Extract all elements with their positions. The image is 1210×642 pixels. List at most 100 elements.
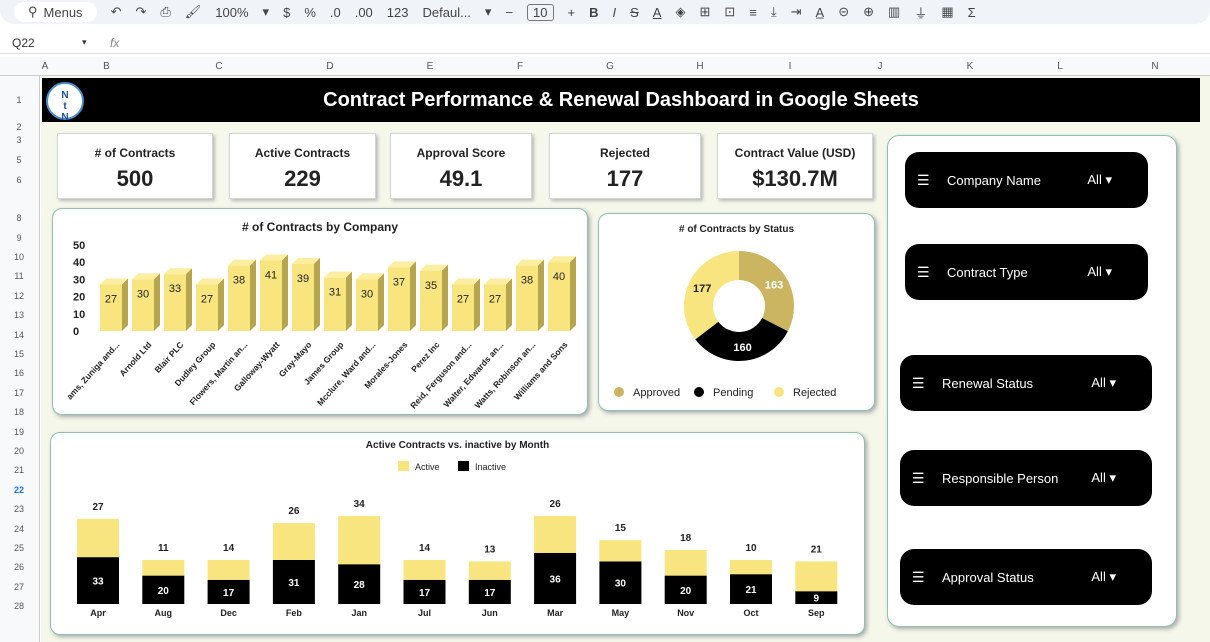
- more-formats-button[interactable]: 123: [386, 4, 409, 20]
- row-header[interactable]: 9: [16, 233, 22, 243]
- row-header[interactable]: 13: [13, 310, 24, 320]
- filter-icon[interactable]: ⏚: [914, 5, 928, 21]
- filter-responsible-person[interactable]: ☰ Responsible Person All ▾: [900, 450, 1152, 506]
- column-header[interactable]: D: [326, 61, 334, 72]
- row-header[interactable]: 12: [13, 291, 24, 301]
- bar: [164, 274, 186, 331]
- filter-value-dropdown[interactable]: All ▾: [1087, 264, 1112, 280]
- row-header[interactable]: 17: [13, 388, 24, 398]
- y-tick-label: 40: [73, 257, 85, 269]
- row-header[interactable]: 11: [14, 271, 24, 281]
- column-header[interactable]: N: [1151, 61, 1159, 72]
- align-icon[interactable]: ≡: [749, 4, 757, 20]
- column-header[interactable]: C: [215, 61, 223, 72]
- bar-value-label: 38: [233, 275, 245, 287]
- column-header[interactable]: G: [606, 61, 614, 72]
- paint-format-icon[interactable]: 🖌: [184, 4, 202, 19]
- bold-button[interactable]: B: [589, 4, 599, 20]
- active-bar: [730, 559, 772, 575]
- row-header[interactable]: 26: [13, 562, 24, 572]
- text-color-button[interactable]: A: [652, 4, 662, 20]
- row-header[interactable]: 21: [13, 465, 24, 475]
- filter-approval-status[interactable]: ☰ Approval Status All ▾: [900, 549, 1152, 605]
- row-header[interactable]: 3: [16, 135, 22, 145]
- column-header[interactable]: E: [426, 61, 434, 72]
- functions-icon[interactable]: ▦: [941, 4, 954, 19]
- percent-button[interactable]: %: [304, 4, 316, 20]
- row-header[interactable]: 16: [13, 368, 24, 378]
- row-header[interactable]: 20: [13, 446, 24, 456]
- row-header[interactable]: 24: [13, 524, 24, 534]
- formula-input[interactable]: [130, 32, 1210, 53]
- link-icon[interactable]: ⊝: [838, 4, 850, 19]
- sum-button[interactable]: Σ: [967, 4, 976, 20]
- active-value-label: 21: [811, 544, 823, 555]
- chart-icon[interactable]: ▥: [888, 4, 901, 19]
- name-box[interactable]: Q22: [12, 35, 35, 50]
- filter-renewal-status[interactable]: ☰ Renewal Status All ▾: [900, 355, 1152, 411]
- redo-icon[interactable]: ↷: [135, 4, 147, 19]
- row-header[interactable]: 18: [13, 407, 24, 417]
- row-header[interactable]: 1: [16, 95, 22, 105]
- row-header[interactable]: 28: [13, 601, 24, 611]
- row-header[interactable]: 25: [13, 543, 24, 553]
- legend-marker: [774, 387, 784, 397]
- row-header[interactable]: 10: [13, 252, 24, 262]
- filter-contract-type[interactable]: ☰ Contract Type All ▾: [905, 244, 1148, 300]
- increase-font-button[interactable]: +: [567, 4, 576, 20]
- currency-button[interactable]: $: [283, 4, 291, 20]
- italic-button[interactable]: I: [612, 4, 617, 20]
- row-header[interactable]: 23: [13, 504, 24, 514]
- kpi-label: Rejected: [599, 146, 651, 160]
- row-header[interactable]: 14: [13, 330, 24, 340]
- inactive-bar: [795, 591, 838, 604]
- borders-icon[interactable]: ⊞: [699, 4, 711, 19]
- increase-decimal-button[interactable]: .00: [354, 4, 373, 20]
- row-header[interactable]: 15: [13, 349, 24, 359]
- font-size-input[interactable]: 10: [527, 3, 554, 21]
- wrap-icon[interactable]: ⇥: [790, 4, 802, 19]
- rotate-icon[interactable]: A̲: [815, 4, 825, 20]
- row-header[interactable]: 2: [16, 122, 22, 132]
- column-header[interactable]: J: [877, 61, 883, 72]
- valign-icon[interactable]: ⤓: [770, 4, 777, 19]
- print-icon[interactable]: ⎙: [160, 4, 171, 19]
- column-header[interactable]: A: [41, 61, 49, 72]
- strikethrough-button[interactable]: S: [630, 4, 639, 20]
- active-value-label: 10: [745, 543, 757, 554]
- zoom-select[interactable]: 100%: [215, 4, 249, 20]
- column-header[interactable]: F: [516, 61, 524, 72]
- bar-side: [314, 257, 320, 331]
- x-tick-label: Oct: [743, 608, 758, 618]
- decrease-decimal-button[interactable]: .0: [329, 4, 341, 20]
- comment-icon[interactable]: ⊕: [863, 4, 875, 19]
- filter-value-dropdown[interactable]: All ▾: [1091, 470, 1116, 486]
- row-header[interactable]: 8: [16, 213, 22, 223]
- column-header[interactable]: K: [966, 61, 974, 72]
- row-header[interactable]: 19: [13, 427, 24, 437]
- filter-icon: ☰: [917, 263, 930, 280]
- undo-icon[interactable]: ↶: [110, 4, 122, 19]
- column-header[interactable]: L: [1057, 61, 1063, 72]
- row-header[interactable]: 5: [16, 155, 22, 165]
- filter-company-name[interactable]: ☰ Company Name All ▾: [905, 152, 1148, 208]
- row-header[interactable]: 22: [13, 485, 24, 495]
- column-header[interactable]: B: [103, 61, 110, 72]
- row-header[interactable]: 27: [13, 582, 24, 592]
- fill-color-icon[interactable]: ◈: [675, 4, 686, 19]
- font-select[interactable]: Defaul...: [422, 4, 471, 20]
- decrease-font-button[interactable]: −: [505, 4, 514, 20]
- filter-value-dropdown[interactable]: All ▾: [1091, 375, 1116, 391]
- filter-value-dropdown[interactable]: All ▾: [1091, 569, 1116, 585]
- filter-value-dropdown[interactable]: All ▾: [1087, 172, 1112, 188]
- filter-value: All: [1087, 172, 1102, 187]
- row-header[interactable]: 6: [16, 175, 22, 185]
- column-header[interactable]: H: [696, 61, 704, 72]
- column-header[interactable]: I: [788, 61, 792, 72]
- y-tick-label: 20: [73, 292, 85, 304]
- bar-top: [420, 264, 448, 271]
- bar-top: [516, 259, 544, 266]
- menus-search[interactable]: ⚲ Menus: [14, 2, 97, 22]
- slice-label: 177: [693, 283, 711, 295]
- merge-icon[interactable]: ⊡: [724, 4, 736, 19]
